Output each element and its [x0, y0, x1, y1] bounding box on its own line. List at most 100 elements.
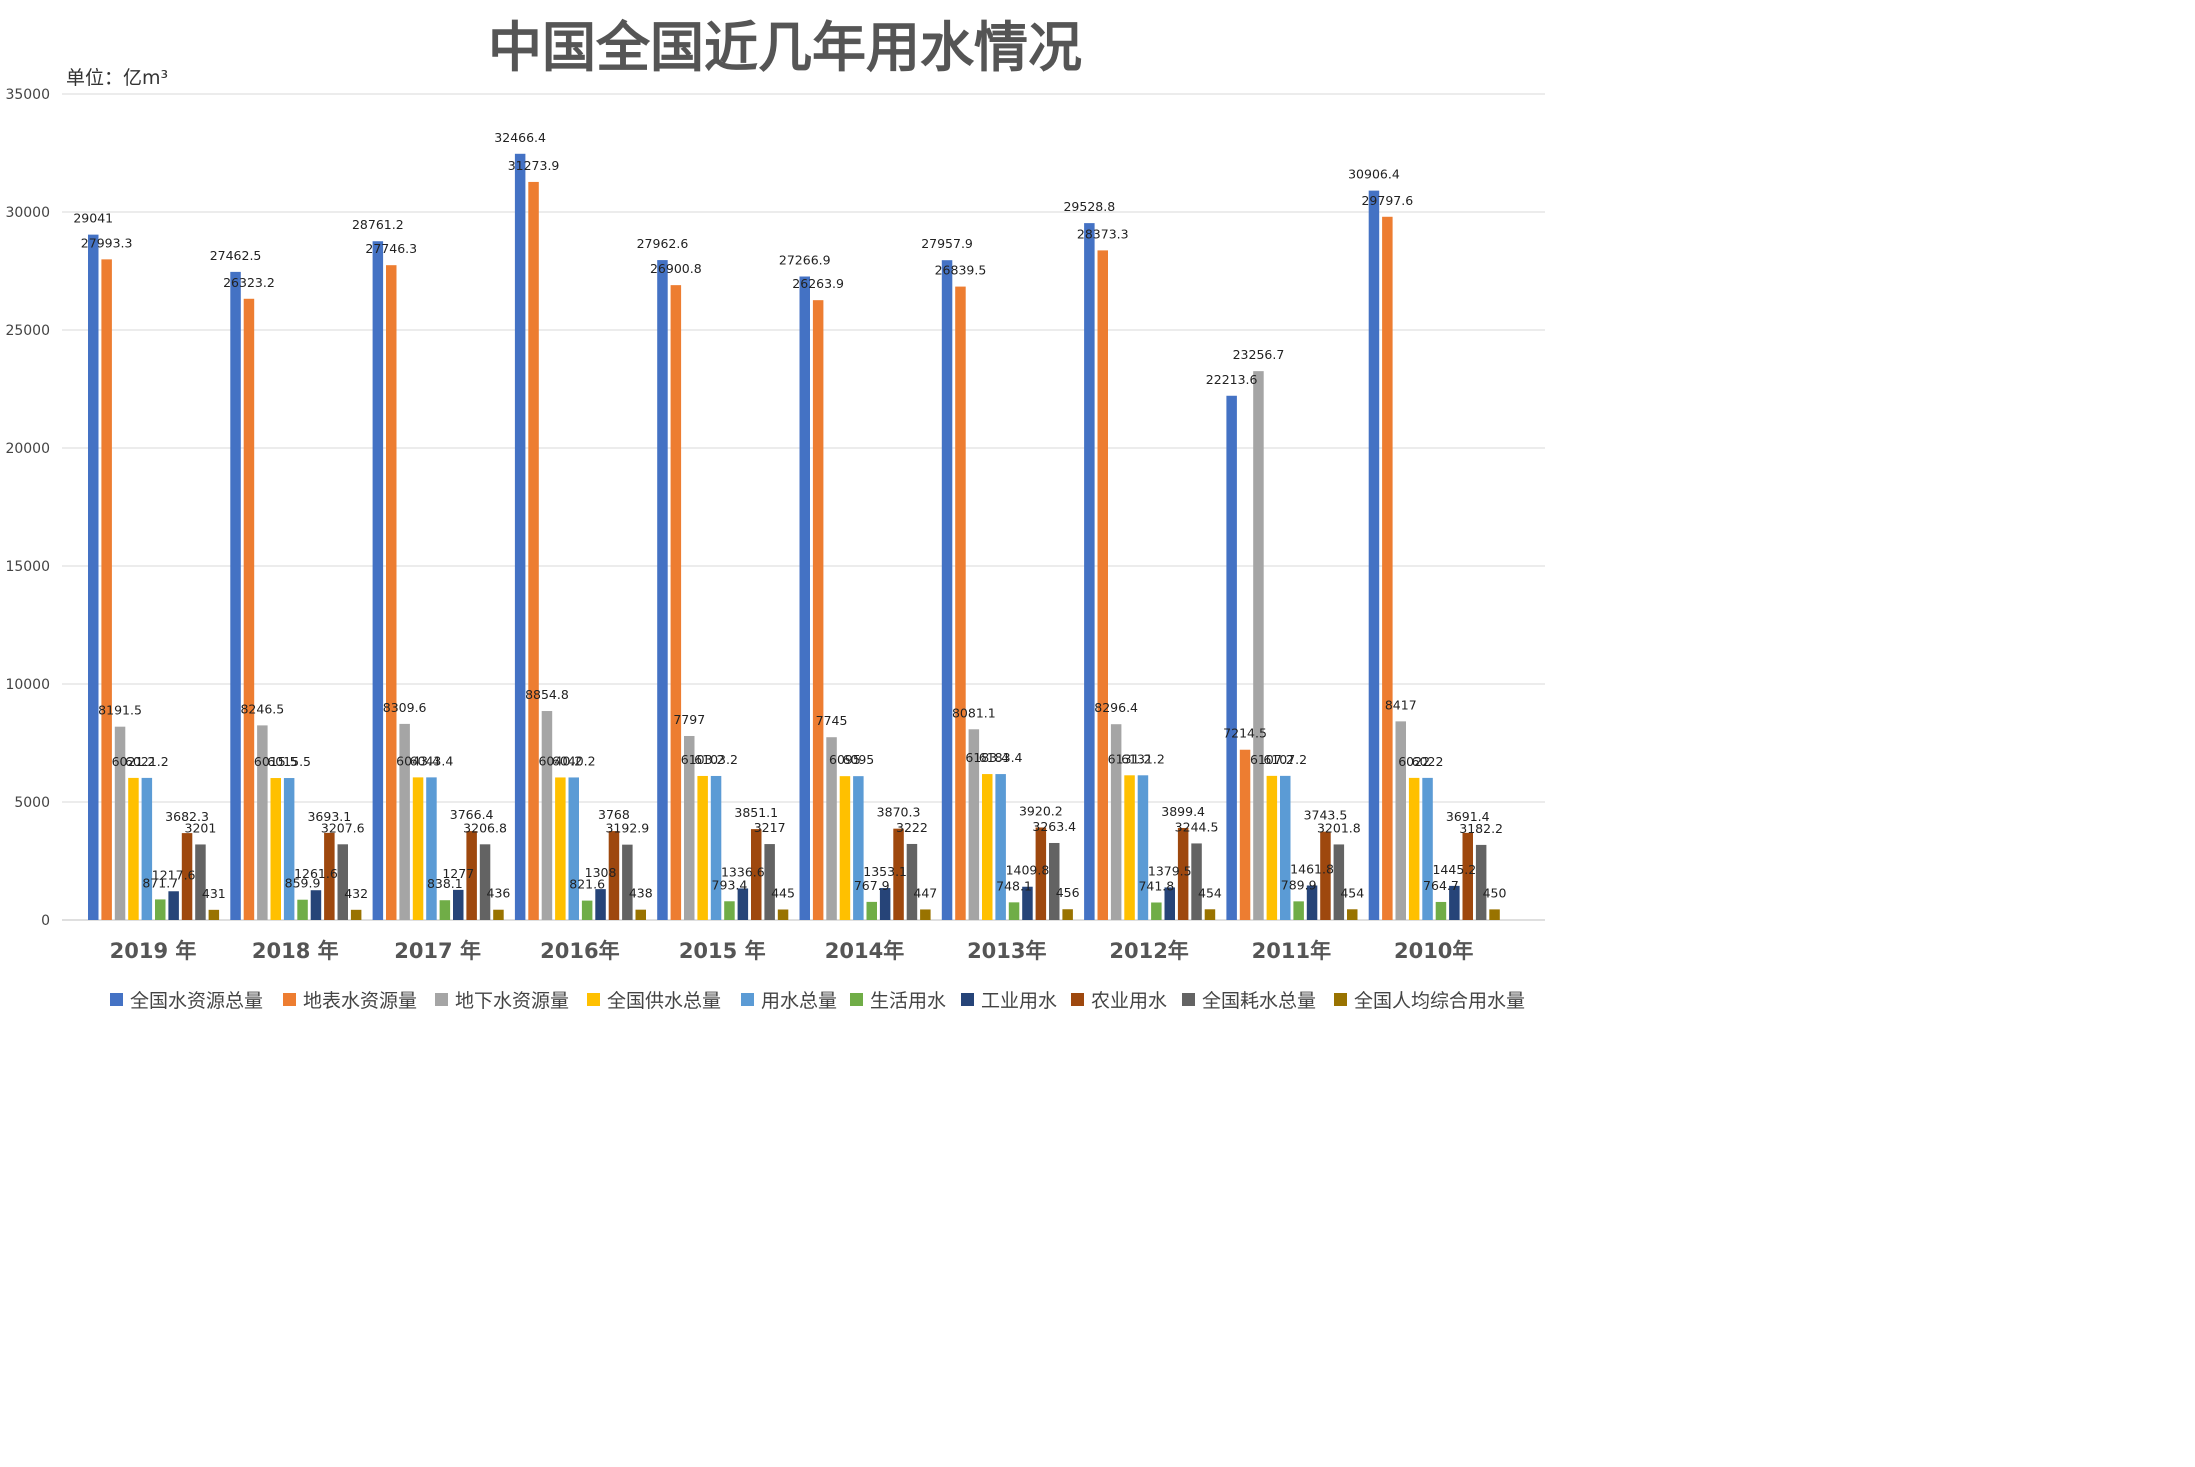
bar [528, 181, 539, 920]
legend-label: 工业用水 [981, 990, 1057, 1012]
data-label: 27962.6 [637, 236, 689, 251]
data-label: 29041 [73, 211, 113, 226]
data-label: 6040.2 [538, 753, 582, 768]
data-label: 438 [629, 886, 653, 901]
bar [724, 901, 735, 920]
bar [324, 832, 335, 920]
data-label: 3851.1 [734, 805, 778, 820]
bar [1049, 842, 1060, 920]
data-label: 7214.5 [1223, 726, 1267, 741]
bar [88, 234, 99, 921]
data-label: 445 [771, 885, 795, 900]
bar [751, 829, 762, 920]
data-label: 31273.9 [508, 158, 560, 173]
legend-swatch [1182, 993, 1195, 1006]
y-tick-label: 25000 [5, 323, 50, 339]
data-label: 29528.8 [1063, 199, 1115, 214]
bar [657, 260, 668, 920]
y-tick-label: 20000 [5, 441, 50, 457]
data-label: 28761.2 [352, 217, 404, 232]
x-category-label: 2014年 [825, 939, 904, 963]
bar [1306, 885, 1318, 920]
bar [955, 286, 966, 921]
legend-swatch [283, 993, 296, 1006]
data-label: 8246.5 [240, 701, 284, 716]
legend-label: 农业用水 [1091, 990, 1167, 1012]
legend-swatch [850, 993, 863, 1006]
bar [1204, 909, 1216, 920]
bar [1382, 216, 1393, 921]
bar [1110, 724, 1122, 920]
chart-title: 中国全国近几年用水情况 [488, 16, 1082, 79]
legend-label: 地下水资源量 [455, 990, 569, 1012]
y-tick-label: 0 [41, 913, 50, 929]
data-label: 6040.2 [552, 753, 596, 768]
bar [493, 909, 504, 920]
data-label: 3920.2 [1019, 803, 1063, 818]
data-label: 1409.8 [1006, 863, 1050, 878]
y-axis-ticks: 0 5000 10000 15000 20000 25000 30000 35000 [5, 87, 50, 929]
data-label: 3691.4 [1446, 809, 1490, 824]
data-label: 27462.5 [210, 248, 262, 263]
bar [764, 844, 775, 920]
data-label: 29797.6 [1361, 193, 1413, 208]
bar [1008, 902, 1020, 920]
data-label: 1353.1 [863, 864, 907, 879]
data-label: 436 [487, 886, 511, 901]
data-label: 447 [913, 885, 937, 900]
bar [1475, 844, 1487, 920]
data-label: 456 [1056, 885, 1080, 900]
bar [195, 844, 206, 920]
bar [737, 888, 749, 920]
data-label: 3182.2 [1459, 821, 1503, 836]
bar [635, 909, 646, 920]
bar [1253, 371, 1264, 921]
x-axis-categories: 2019 年 2018 年 2017 年 2016年 2015 年 2014年 2013年 2… [110, 939, 1474, 963]
bar [1395, 721, 1406, 920]
bar [968, 729, 980, 920]
bar [568, 777, 579, 920]
bar [1293, 901, 1304, 920]
data-label: 6022 [1412, 754, 1444, 769]
x-category-label: 2013年 [967, 939, 1046, 963]
y-tick-label: 35000 [5, 87, 50, 103]
data-label: 6021.2 [112, 754, 156, 769]
data-label: 3766.4 [450, 807, 494, 822]
bar [1239, 749, 1251, 920]
data-label: 793.4 [712, 877, 748, 892]
data-label: 26263.9 [792, 276, 844, 291]
bar [114, 726, 126, 920]
y-tick-label: 30000 [5, 205, 50, 221]
legend-swatch [110, 993, 123, 1006]
bar [812, 300, 824, 920]
bar [1177, 827, 1189, 920]
bar [1164, 887, 1175, 920]
bar [982, 774, 993, 920]
bar [310, 890, 322, 920]
data-label: 7745 [816, 713, 848, 728]
data-label: 6107.2 [1250, 752, 1294, 767]
data-label: 6095 [829, 752, 861, 767]
x-category-label: 2019 年 [110, 939, 197, 963]
x-category-label: 2017 年 [394, 939, 481, 963]
data-label: 3222 [896, 820, 928, 835]
bar [1226, 395, 1237, 920]
data-label: 26900.8 [650, 261, 702, 276]
bar [1035, 827, 1047, 920]
data-label: 8296.4 [1094, 700, 1138, 715]
bar [799, 276, 810, 920]
bar [995, 774, 1006, 920]
data-label: 859.9 [285, 876, 321, 891]
legend-label: 全国供水总量 [607, 990, 721, 1012]
data-label: 3207.6 [321, 820, 365, 835]
unit-label: 单位：亿m³ [66, 67, 168, 89]
bar [1333, 844, 1345, 920]
x-category-label: 2018 年 [252, 939, 339, 963]
data-label: 6131.2 [1108, 751, 1152, 766]
bar [1022, 886, 1033, 920]
data-label: 1379.5 [1148, 863, 1192, 878]
bar [101, 259, 112, 920]
data-label: 450 [1483, 885, 1507, 900]
bar [1124, 775, 1135, 920]
